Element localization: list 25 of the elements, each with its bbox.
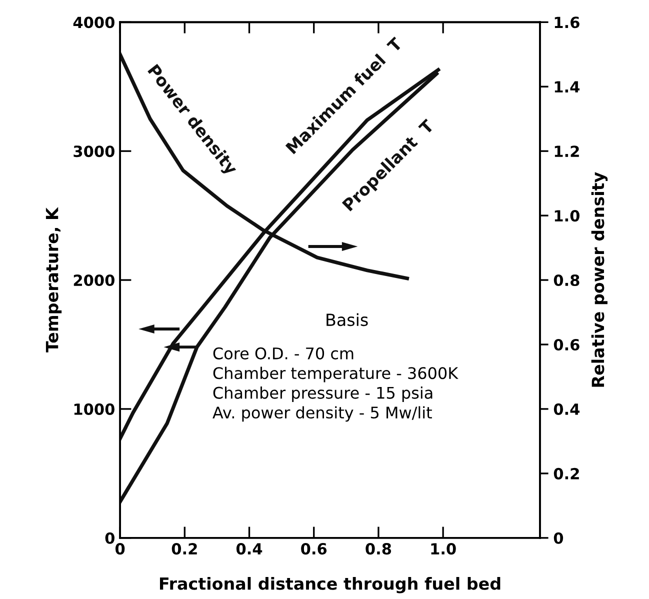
y2-tick-label: 0.6 (554, 338, 580, 351)
y2-tick-label: 1.0 (554, 210, 580, 222)
x-tick-label: 0 (115, 543, 125, 555)
y-tick-label: 2000 (74, 274, 114, 286)
y2-tick-label: 1.6 (554, 16, 580, 28)
x-axis-title: Fractional distance through fuel bed (160, 576, 500, 594)
x-tick-label: 0.8 (366, 543, 392, 555)
y-tick-label: 0 (105, 532, 114, 544)
y2-tick-label: 0.8 (554, 274, 580, 286)
y2-tick-label: 0 (554, 532, 564, 544)
x-tick-label: 0.2 (172, 543, 197, 555)
x-tick-label: 1.0 (431, 543, 456, 555)
y2-tick-label: 0.2 (554, 468, 579, 480)
y-axis-title: Temperature, K (46, 207, 62, 352)
x-tick-label: 0.4 (236, 543, 262, 555)
annotation: Core O.D. - 70 cm Chamber temperature - 3600K Chamber pressure - 15 psia Av. power density - 5 Mw/lit (212, 347, 458, 422)
y2-axis-title: Relative power density (591, 172, 608, 387)
annotation: Basis (326, 313, 368, 326)
y-tick-label: 1000 (74, 403, 114, 415)
y2-tick-label: 0.4 (554, 403, 580, 415)
y-tick-label: 4000 (73, 16, 114, 28)
y-tick-label: 3000 (74, 146, 114, 158)
x-tick-label: 0.6 (301, 543, 327, 555)
y2-tick-label: 1.4 (554, 81, 580, 92)
y2-tick-label: 1.2 (554, 146, 579, 157)
